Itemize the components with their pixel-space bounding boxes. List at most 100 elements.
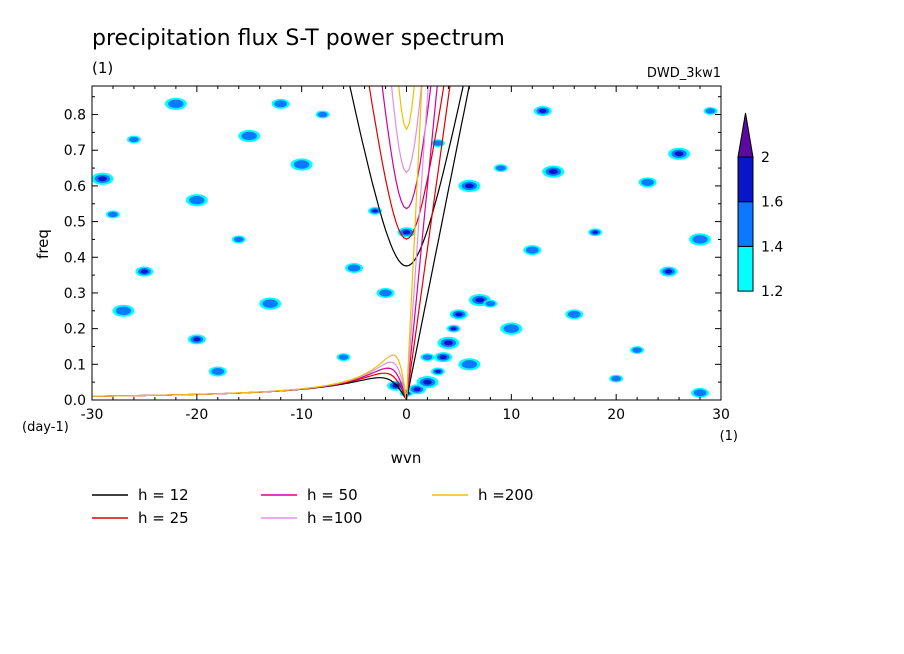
contour-level-3 xyxy=(450,327,457,331)
inertio-gravity-line xyxy=(349,86,464,267)
colorbar-label: 2 xyxy=(761,150,770,166)
x-tick-label: 0 xyxy=(402,407,411,423)
rossby-wave-line xyxy=(92,354,408,400)
y-axis-label: freq xyxy=(34,229,52,259)
spectrum-contours xyxy=(92,97,718,398)
spectrum-patch xyxy=(315,110,330,119)
contour-level-2 xyxy=(422,354,433,360)
contour-level-2 xyxy=(433,140,443,146)
dispersion-curves xyxy=(92,86,470,400)
inertio-gravity-line xyxy=(368,86,445,240)
contour-level-2 xyxy=(692,235,708,244)
plot-area xyxy=(91,85,722,401)
contour-level-3 xyxy=(372,209,378,213)
contour-level-2 xyxy=(338,354,349,360)
legend-item: h =200 xyxy=(432,486,533,504)
contour-level-2 xyxy=(693,389,707,397)
spectrum-patch xyxy=(493,164,508,172)
y-axis-unit: (day-1) xyxy=(22,420,69,435)
y-tick-label: 0.3 xyxy=(64,286,86,302)
spectrum-patch xyxy=(434,352,453,363)
contour-level-3 xyxy=(455,312,463,317)
spectrum-patch xyxy=(290,158,313,171)
x-tick-label: -30 xyxy=(81,407,104,423)
legend-label: h = 12 xyxy=(138,486,189,504)
contour-level-2 xyxy=(241,131,257,141)
rossby-wave-line xyxy=(92,377,408,400)
contour-level-3 xyxy=(423,379,432,385)
legend-item: h = 12 xyxy=(92,486,189,504)
spectrum-patch xyxy=(368,206,383,215)
spectrum-patch xyxy=(185,194,208,207)
contour-level-2 xyxy=(526,246,539,254)
contour-level-2 xyxy=(567,310,581,318)
legend-item: h = 50 xyxy=(261,486,358,504)
legend-label: h =200 xyxy=(478,486,533,504)
x-tick-label: -10 xyxy=(290,407,313,423)
contour-level-2 xyxy=(485,300,496,307)
chart-title: precipitation flux S-T power spectrum xyxy=(92,26,505,51)
colorbar-label: 1.4 xyxy=(761,239,783,255)
contour-level-2 xyxy=(274,100,288,108)
spectrum-patch xyxy=(416,376,439,389)
contour-level-2 xyxy=(293,160,310,169)
spectrum-patch xyxy=(689,233,712,246)
x-tick-label: 10 xyxy=(502,407,520,423)
spectrum-patch xyxy=(164,97,187,110)
spectrum-patch xyxy=(259,297,282,310)
spectrum-patch xyxy=(437,336,460,350)
contour-level-2 xyxy=(347,264,361,272)
contour-level-2 xyxy=(495,165,506,171)
contour-level-2 xyxy=(108,211,118,218)
contour-level-3 xyxy=(674,151,684,157)
y-tick-label: 0.4 xyxy=(64,250,86,266)
spectrum-patch xyxy=(588,228,603,237)
x-tick-label: -20 xyxy=(185,407,208,423)
colorbar-extend-triangle xyxy=(737,112,754,158)
contour-level-3 xyxy=(402,230,411,235)
spectrum-patch xyxy=(659,266,678,277)
y-tick-label: 0.7 xyxy=(64,143,86,159)
y-tick-label: 0.5 xyxy=(64,215,86,231)
spectrum-patch xyxy=(449,309,468,320)
contour-level-3 xyxy=(465,183,474,189)
x-axis-label: wvn xyxy=(391,449,422,467)
spectrum-patch xyxy=(500,322,523,335)
contour-level-2 xyxy=(503,324,520,333)
contour-level-2 xyxy=(632,347,643,353)
contour-level-3 xyxy=(548,169,558,175)
spectrum-patch xyxy=(446,324,461,333)
spectrum-patch xyxy=(271,98,290,109)
spectrum-patch xyxy=(542,165,565,178)
y-axis-ticks: 0.0 0.1 0.2 0.3 0.4 0.5 0.6 0.7 0.8 xyxy=(64,96,721,409)
contour-level-2 xyxy=(115,306,132,315)
spectrum-patch xyxy=(336,353,351,362)
plot-frame xyxy=(91,85,722,401)
legend-label: h =100 xyxy=(307,509,362,527)
y-tick-label: 0.1 xyxy=(64,357,86,373)
colorbar-swatch xyxy=(737,156,754,203)
contour-level-2 xyxy=(611,375,622,382)
spectrum-patch xyxy=(208,366,227,377)
colorbar-label: 1.2 xyxy=(761,284,783,300)
spectrum-patch xyxy=(691,387,710,398)
contour-level-2 xyxy=(379,289,392,297)
contour-level-2 xyxy=(461,360,478,369)
spectrum-patch xyxy=(430,367,445,376)
contour-level-3 xyxy=(592,230,598,234)
spectrum-patch xyxy=(112,304,135,317)
legend-item: h = 25 xyxy=(92,509,189,527)
spectrum-patch xyxy=(668,147,691,160)
contour-level-3 xyxy=(475,297,485,303)
x-axis-ticks: -30 -20 -10 0 10 20 30 xyxy=(81,86,730,423)
contour-level-2 xyxy=(211,367,225,375)
contour-level-2 xyxy=(705,108,716,114)
dispersion-200 xyxy=(92,86,423,400)
inertio-gravity-line xyxy=(398,86,415,131)
spectrum-patch xyxy=(483,299,498,308)
contour-level-2 xyxy=(129,136,139,143)
contour-level-3 xyxy=(140,269,149,274)
colorbar-swatch xyxy=(737,245,754,292)
contour-level-2 xyxy=(262,299,278,308)
